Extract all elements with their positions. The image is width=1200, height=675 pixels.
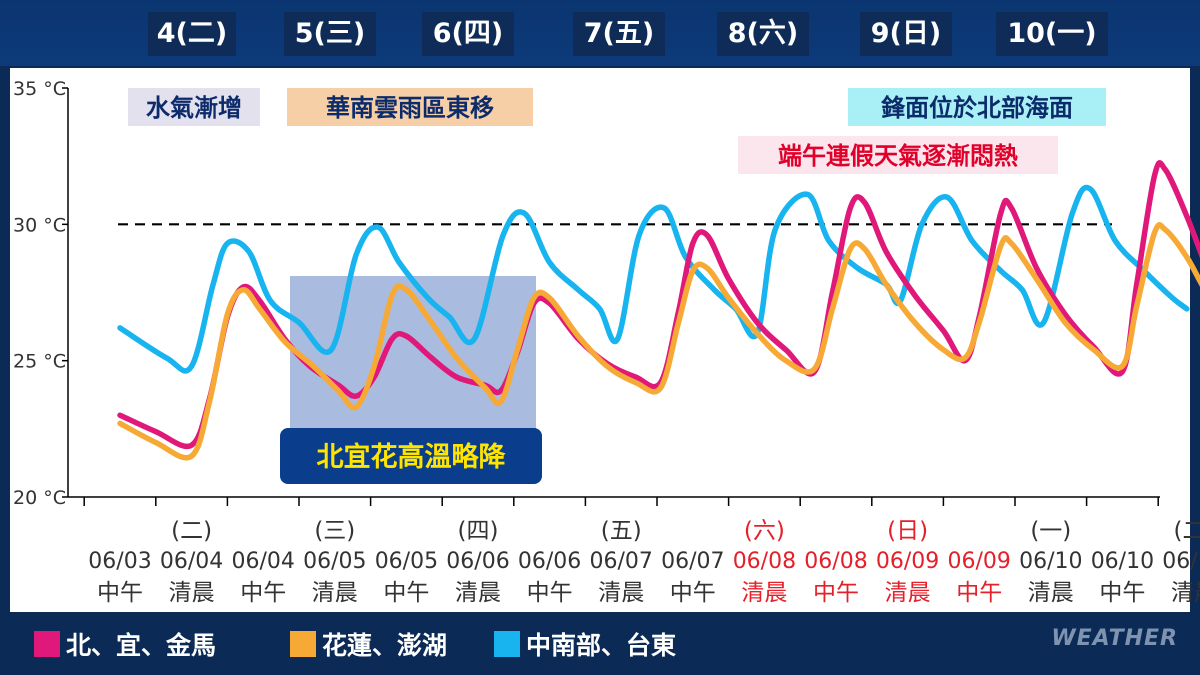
series-line-central [117, 184, 1190, 374]
x-date-label: 06/04 [231, 549, 294, 574]
annotation-moisture: 水氣漸增 [146, 94, 242, 122]
x-weekday-label: (二) [171, 518, 212, 544]
legend-label-east: 花蓮、澎湖 [322, 631, 448, 660]
x-date-label: 06/03 [88, 549, 151, 574]
x-weekday-label: (六) [744, 518, 785, 544]
day-header-9: 9(日) [860, 12, 952, 56]
legend-swatch-central [494, 631, 520, 657]
x-time-label: 中午 [813, 580, 859, 606]
y-ticks: 35 °C 30 °C 25 °C 20 °C [13, 78, 68, 509]
legend-item-east: 花蓮、澎湖 [290, 628, 447, 660]
x-date-label: 06/05 [303, 549, 366, 574]
x-weekday-label: (日) [887, 518, 928, 544]
annotation-high-temp-drop: 北宜花高溫略降 [317, 441, 507, 473]
day-header-4: 4(二) [148, 12, 236, 56]
x-weekday-label: (四) [458, 518, 499, 544]
annotation-holiday-bg [738, 136, 1058, 174]
x-time-label: 中午 [670, 580, 716, 606]
x-date-label: 06/06 [446, 549, 509, 574]
x-time-label: 中午 [527, 580, 573, 606]
x-date-label: 06/07 [661, 549, 724, 574]
x-time-label: 清晨 [169, 580, 215, 606]
annotation-front: 鋒面位於北部海面 [880, 94, 1073, 122]
y-tick-label: 35 °C [13, 78, 66, 100]
x-date-label: 06/10 [1019, 549, 1082, 574]
legend-band [0, 612, 1200, 675]
day-header-6: 6(四) [422, 12, 514, 56]
x-time-label: 清晨 [312, 580, 358, 606]
y-tick-label: 25 °C [13, 351, 66, 373]
series-group [117, 160, 1200, 461]
x-date-label: 06/09 [947, 549, 1010, 574]
x-time-label: 中午 [956, 580, 1002, 606]
x-date-label: 06/05 [375, 549, 438, 574]
day-header-7: 7(五) [573, 12, 665, 56]
x-time-label: 清晨 [885, 580, 931, 606]
x-time-label: 清晨 [598, 580, 644, 606]
x-date-label: 06/09 [876, 549, 939, 574]
legend-swatch-north [34, 631, 60, 657]
x-date-label: 06/08 [733, 549, 796, 574]
x-ticks: 06/03 中午 (二) 06/04 清晨 06/04 中午 (三) 06/05 清晨 06/05 中… [83, 497, 1200, 606]
y-tick-label: 20 °C [13, 487, 66, 509]
legend-item-central: 中南部、台東 [494, 628, 676, 660]
annotation-south-china: 華南雲雨區東移 [326, 94, 494, 122]
x-time-label: 清晨 [455, 580, 501, 606]
x-weekday-label: (五) [601, 518, 642, 544]
x-date-label: 06/04 [160, 549, 223, 574]
x-date-label: 06/10 [1091, 549, 1154, 574]
x-weekday-label: (三) [314, 518, 355, 544]
day-header-5: 5(三) [284, 12, 376, 56]
day-header-8: 8(六) [717, 12, 809, 56]
weather-watermark: WEATHER [1051, 626, 1178, 651]
annotation-front-bg [848, 88, 1106, 126]
legend-item-north: 北、宜、金馬 [34, 628, 216, 660]
annotation-south-china-bg [287, 88, 533, 126]
y-tick-label: 30 °C [13, 214, 66, 236]
annotation-holiday: 端午連假天氣逐漸悶熱 [778, 142, 1018, 170]
x-time-label: 中午 [383, 580, 429, 606]
series-line-east [117, 222, 1200, 461]
legend-label-north: 北、宜、金馬 [66, 631, 217, 660]
x-time-label: 中午 [240, 580, 286, 606]
x-time-label: 中午 [1099, 580, 1145, 606]
x-weekday-label: (一) [1030, 518, 1071, 544]
x-date-label: 06/08 [804, 549, 867, 574]
day-header-10: 10(一) [996, 12, 1108, 56]
x-time-label: 中午 [97, 580, 143, 606]
legend-swatch-east [290, 631, 316, 657]
x-time-label: 清晨 [1028, 580, 1074, 606]
x-date-label: 06/11 [1162, 549, 1200, 574]
annotation-high-temp-drop-bg [280, 428, 542, 484]
x-time-label: 清晨 [741, 580, 787, 606]
legend-label-central: 中南部、台東 [526, 631, 677, 660]
x-date-label: 06/07 [589, 549, 652, 574]
x-weekday-label: (二) [1174, 518, 1200, 544]
x-date-label: 06/06 [518, 549, 581, 574]
annotation-moisture-bg [128, 88, 260, 126]
x-time-label: 清晨 [1171, 580, 1200, 606]
